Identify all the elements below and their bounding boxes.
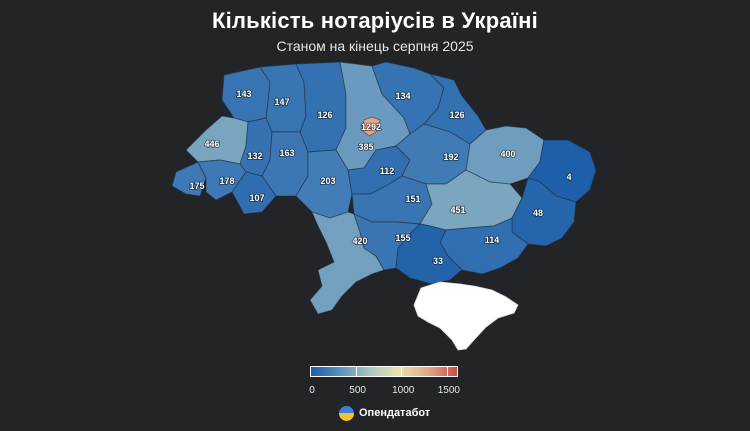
region-value-label: 126 (449, 110, 464, 120)
region-value-label: 385 (358, 142, 373, 152)
region-value-label: 163 (279, 148, 294, 158)
region-value-label: 451 (450, 205, 465, 215)
region-kyiv-city (361, 116, 381, 137)
region-value-label: 114 (485, 235, 500, 245)
region-value-label: 4 (566, 172, 571, 182)
legend-tick-label: 500 (349, 385, 366, 396)
legend-tick-label: 1500 (437, 385, 460, 396)
region-value-label: 107 (249, 193, 264, 203)
region-value-label: 126 (317, 110, 332, 120)
legend-tick-mark (401, 366, 403, 377)
region-value-label: 134 (395, 91, 410, 101)
region-value-label: 147 (274, 97, 289, 107)
region-value-label: 155 (395, 233, 410, 243)
region-value-label: 178 (219, 176, 234, 186)
map-title: Кількість нотаріусів в Україні (212, 8, 538, 33)
region-value-label: 48 (533, 208, 543, 218)
region-value-label: 33 (433, 256, 443, 266)
region-value-label: 192 (443, 152, 458, 162)
legend-tick-label: 1000 (392, 385, 415, 396)
opendatabot-icon (339, 405, 354, 421)
region-value-label: 151 (405, 194, 420, 204)
region-value-label: 112 (380, 166, 395, 176)
legend-tick-mark (355, 366, 357, 377)
region-value-label: 203 (320, 176, 335, 186)
legend-tick-mark (446, 366, 448, 377)
legend-tick-label: 0 (309, 385, 315, 396)
region-value-label: 420 (352, 236, 367, 246)
region-value-label: 1292 (361, 122, 381, 132)
region-value-label: 132 (247, 151, 262, 161)
color-scale-legend (310, 366, 458, 377)
region-kherson (395, 223, 463, 285)
region-value-label: 175 (189, 181, 204, 191)
legend-tick-mark (310, 366, 311, 377)
brand-name: Опендатабот (359, 407, 431, 419)
brand-logo: Опендатабот (339, 403, 430, 423)
region-value-label: 143 (236, 89, 251, 99)
map-subtitle: Станом на кінець серпня 2025 (276, 38, 474, 54)
region-value-label: 446 (204, 139, 219, 149)
region-chernivtsi (231, 171, 277, 215)
region-value-label: 400 (500, 149, 515, 159)
region-crimea (413, 281, 519, 351)
